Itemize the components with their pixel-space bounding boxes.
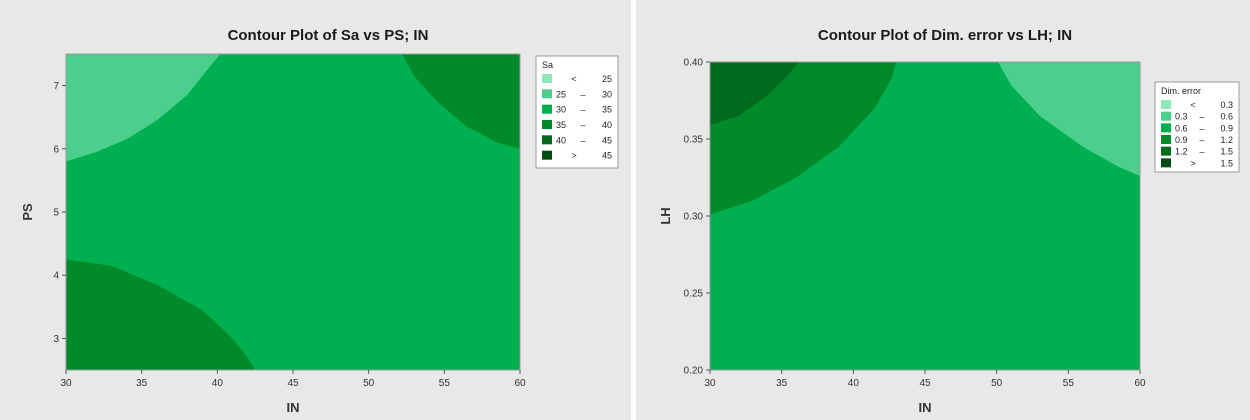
contour-region-bottom-left-2 bbox=[66, 259, 256, 370]
legend-dash: – bbox=[1199, 135, 1204, 145]
y-tick-label: 7 bbox=[53, 81, 59, 92]
legend-lower: 35 bbox=[556, 120, 566, 130]
legend-swatch bbox=[542, 104, 552, 114]
y-tick-label: 0.40 bbox=[684, 58, 704, 69]
legend-title: Dim. error bbox=[1161, 86, 1201, 96]
y-tick-label: 0.25 bbox=[684, 289, 704, 300]
legend-upper: 0.6 bbox=[1220, 112, 1233, 122]
legend-swatch bbox=[1161, 135, 1171, 144]
legend-operator: > bbox=[1190, 158, 1195, 168]
panel-divider bbox=[631, 0, 636, 420]
legend-title: Sa bbox=[542, 60, 553, 70]
x-tick-label: 35 bbox=[136, 378, 148, 389]
legend-swatch bbox=[542, 120, 552, 129]
chart-title: Contour Plot of Sa vs PS; IN bbox=[228, 27, 429, 44]
legend-operator: > bbox=[571, 151, 576, 161]
legend-dash: – bbox=[1199, 147, 1204, 157]
x-tick-label: 45 bbox=[287, 378, 299, 389]
dim-error-contour-chart: Contour Plot of Dim. error vs LH; IN 30 35… bbox=[658, 27, 1240, 415]
legend-value: 1.5 bbox=[1220, 158, 1233, 168]
x-tick-label: 40 bbox=[848, 378, 860, 389]
y-tick-label: 0.20 bbox=[684, 366, 704, 377]
legend-upper: 1.2 bbox=[1220, 135, 1233, 145]
contour-region-top-left-1 bbox=[710, 62, 799, 126]
y-tick-label: 0.35 bbox=[684, 135, 704, 146]
x-tick-label: 40 bbox=[212, 378, 224, 389]
y-tick-label: 5 bbox=[53, 208, 59, 219]
x-tick-label: 60 bbox=[514, 378, 526, 389]
legend-swatch bbox=[542, 89, 552, 99]
dim-error-contour-panel: Contour Plot of Dim. error vs LH; IN 30 35… bbox=[636, 0, 1250, 420]
legend-swatch bbox=[542, 150, 552, 160]
legend-dash: – bbox=[580, 89, 585, 99]
legend-operator: < bbox=[571, 74, 576, 84]
legend-value: 45 bbox=[602, 151, 612, 161]
legend-lower: 30 bbox=[556, 105, 566, 115]
legend-dash: – bbox=[1199, 112, 1204, 122]
legend-upper: 0.9 bbox=[1220, 123, 1233, 133]
x-tick-label: 55 bbox=[1063, 378, 1075, 389]
x-axis-label: IN bbox=[919, 400, 932, 415]
x-tick-label: 50 bbox=[991, 378, 1003, 389]
legend-upper: 45 bbox=[602, 135, 612, 145]
x-axis-label: IN bbox=[287, 400, 300, 415]
chart-title: Contour Plot of Dim. error vs LH; IN bbox=[818, 27, 1072, 44]
y-tick-label: 6 bbox=[53, 144, 59, 155]
contour-region-top-right-2 bbox=[998, 62, 1140, 176]
legend-swatch bbox=[1161, 158, 1171, 168]
legend-lower: 0.9 bbox=[1175, 135, 1188, 145]
y-tick-label: 3 bbox=[53, 334, 59, 345]
x-tick-label: 35 bbox=[776, 378, 788, 389]
legend-swatch bbox=[542, 135, 552, 145]
y-axis-label: PS bbox=[20, 203, 35, 221]
legend-lower: 40 bbox=[556, 135, 566, 145]
x-tick-label: 50 bbox=[363, 378, 375, 389]
legend-upper: 40 bbox=[602, 120, 612, 130]
sa-contour-panel: Contour Plot of Sa vs PS; IN 30 35 40 45 50 55… bbox=[0, 0, 631, 420]
legend-swatch bbox=[1161, 123, 1171, 133]
x-tick-label: 30 bbox=[60, 378, 72, 389]
x-tick-label: 60 bbox=[1134, 378, 1146, 389]
y-tick-label: 0.30 bbox=[684, 212, 704, 223]
legend-lower: 1.2 bbox=[1175, 147, 1188, 157]
legend-lower: 25 bbox=[556, 89, 566, 99]
legend-lower: 0.6 bbox=[1175, 123, 1188, 133]
legend-value: 25 bbox=[602, 74, 612, 84]
legend-operator: < bbox=[1190, 100, 1195, 110]
x-tick-label: 30 bbox=[704, 378, 716, 389]
x-tick-label: 55 bbox=[439, 378, 451, 389]
x-tick-label: 45 bbox=[919, 378, 931, 389]
legend-lower: 0.3 bbox=[1175, 112, 1188, 122]
legend-swatch bbox=[1161, 100, 1171, 109]
legend-dash: – bbox=[1199, 123, 1204, 133]
legend-upper: 1.5 bbox=[1220, 147, 1233, 157]
legend-swatch bbox=[542, 74, 552, 83]
legend-upper: 30 bbox=[602, 89, 612, 99]
y-axis-label: LH bbox=[658, 207, 673, 224]
legend-value: 0.3 bbox=[1220, 100, 1233, 110]
legend-dash: – bbox=[580, 135, 585, 145]
y-tick-label: 4 bbox=[53, 271, 59, 282]
contour-region-top-left-0 bbox=[66, 54, 221, 162]
legend-dash: – bbox=[580, 105, 585, 115]
contour-region-top-right-1 bbox=[402, 54, 520, 149]
legend-swatch bbox=[1161, 146, 1171, 156]
legend-swatch bbox=[1161, 111, 1171, 121]
legend-dash: – bbox=[580, 120, 585, 130]
legend-upper: 35 bbox=[602, 105, 612, 115]
